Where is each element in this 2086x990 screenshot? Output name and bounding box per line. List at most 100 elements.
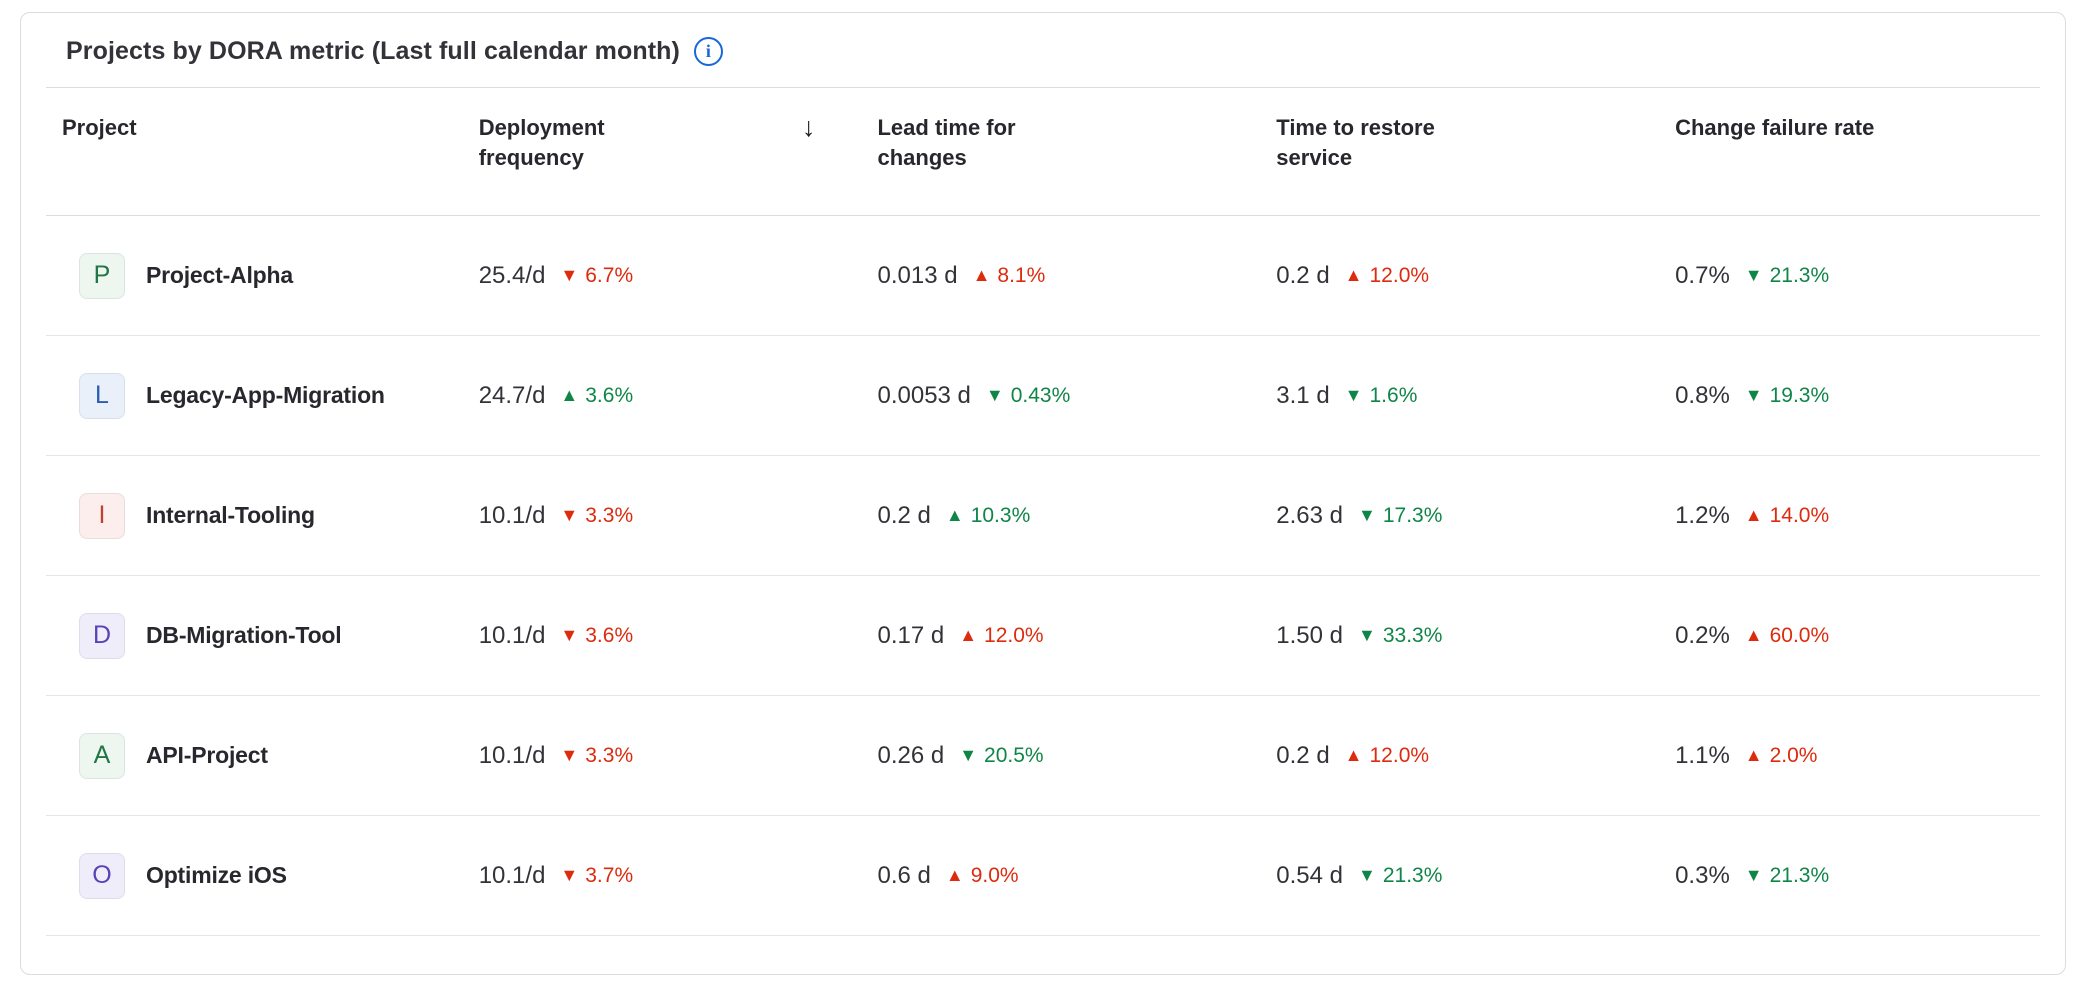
metric-value: 0.013 d (877, 261, 958, 289)
trend-badge: ▲ 3.6% (560, 384, 633, 408)
metric-value: 3.1 d (1276, 381, 1330, 409)
column-header-label: Deployment frequency (478, 115, 605, 170)
column-header-label: Change failure rate (1675, 115, 1875, 140)
project-link[interactable]: A API-Project (46, 732, 479, 779)
trend-delta: 20.5% (984, 743, 1044, 767)
trend-down-icon: ▼ (1358, 624, 1376, 645)
trend-delta: 0.43% (1010, 383, 1071, 407)
trend-down-icon: ▼ (959, 744, 978, 765)
trend-up-icon: ▲ (1344, 264, 1363, 285)
time-to-restore-cell: 2.63 d ▼ 17.3% (1276, 502, 1675, 530)
project-avatar: O (79, 852, 125, 899)
trend-badge: ▼ 33.3% (1358, 624, 1442, 648)
time-to-restore-cell: 3.1 d ▼ 1.6% (1276, 382, 1675, 410)
project-avatar: P (79, 252, 125, 299)
lead-time-cell: 0.17 d ▲ 12.0% (877, 622, 1276, 650)
trend-delta: 3.6% (585, 623, 634, 647)
column-header-project[interactable]: Project (46, 88, 479, 215)
project-avatar: L (79, 372, 125, 419)
metric-value: 10.1/d (478, 501, 546, 529)
trend-delta: 12.0% (1369, 743, 1430, 767)
trend-delta: 2.0% (1769, 743, 1818, 767)
deployment-frequency-cell: 10.1/d ▼ 3.6% (479, 622, 878, 650)
trend-delta: 9.0% (970, 863, 1019, 887)
metric-value: 24.7/d (478, 381, 546, 409)
trend-badge: ▼ 1.6% (1345, 384, 1418, 408)
trend-badge: ▼ 21.3% (1358, 864, 1442, 888)
trend-delta: 3.3% (585, 503, 634, 527)
table-row: A API-Project 10.1/d ▼ 3.3% 0.26 d ▼ 20.… (46, 696, 2040, 816)
trend-down-icon: ▼ (560, 504, 579, 525)
change-failure-rate-cell: 0.7% ▼ 21.3% (1675, 262, 2040, 290)
metric-value: 0.2 d (1276, 741, 1330, 769)
trend-up-icon: ▲ (972, 264, 991, 285)
trend-up-icon: ▲ (1744, 624, 1763, 645)
trend-badge: ▼ 6.7% (560, 264, 633, 288)
metric-value: 0.2 d (1276, 261, 1330, 289)
column-header-time-to-restore[interactable]: Time to restore service (1276, 88, 1675, 215)
trend-up-icon: ▲ (945, 864, 964, 885)
project-avatar: A (79, 732, 125, 779)
trend-badge: ▼ 0.43% (986, 384, 1070, 408)
project-link[interactable]: I Internal-Tooling (46, 492, 479, 539)
trend-up-icon: ▲ (1744, 504, 1763, 525)
dora-metrics-table: Project Deployment frequency ↓ Lead time… (46, 87, 2040, 936)
project-name: API-Project (146, 742, 268, 768)
trend-badge: ▲ 12.0% (959, 624, 1043, 648)
metric-value: 25.4/d (478, 261, 546, 289)
trend-badge: ▲ 14.0% (1745, 504, 1829, 528)
metric-value: 0.8% (1675, 381, 1730, 409)
trend-delta: 33.3% (1382, 623, 1443, 647)
time-to-restore-cell: 1.50 d ▼ 33.3% (1276, 622, 1675, 650)
column-header-change-failure-rate[interactable]: Change failure rate (1675, 88, 2040, 215)
project-link[interactable]: O Optimize iOS (46, 852, 479, 899)
metric-value: 1.2% (1675, 501, 1730, 529)
metric-value: 10.1/d (478, 621, 546, 649)
project-link[interactable]: D DB-Migration-Tool (46, 612, 479, 659)
trend-down-icon: ▼ (560, 744, 579, 765)
trend-down-icon: ▼ (1744, 264, 1763, 285)
trend-badge: ▼ 17.3% (1358, 504, 1442, 528)
deployment-frequency-cell: 10.1/d ▼ 3.3% (479, 742, 878, 770)
trend-down-icon: ▼ (1358, 864, 1376, 885)
change-failure-rate-cell: 1.2% ▲ 14.0% (1675, 502, 2040, 530)
change-failure-rate-cell: 1.1% ▲ 2.0% (1675, 742, 2040, 770)
trend-badge: ▲ 8.1% (973, 264, 1046, 288)
deployment-frequency-cell: 24.7/d ▲ 3.6% (479, 382, 878, 410)
project-link[interactable]: L Legacy-App-Migration (46, 372, 479, 419)
trend-delta: 14.0% (1769, 503, 1830, 527)
column-header-lead-time[interactable]: Lead time for changes (877, 88, 1276, 215)
trend-up-icon: ▲ (1744, 744, 1763, 765)
project-link[interactable]: P Project-Alpha (46, 252, 479, 299)
trend-delta: 21.3% (1382, 863, 1443, 887)
sort-descending-icon[interactable]: ↓ (801, 112, 816, 142)
trend-badge: ▼ 3.6% (560, 624, 633, 648)
trend-down-icon: ▼ (1744, 864, 1763, 885)
project-name: DB-Migration-Tool (146, 622, 342, 648)
panel-header: Projects by DORA metric (Last full calen… (46, 13, 2040, 87)
table-row: I Internal-Tooling 10.1/d ▼ 3.3% 0.2 d ▲… (46, 456, 2040, 576)
trend-badge: ▼ 3.3% (560, 504, 633, 528)
trend-delta: 3.3% (585, 743, 634, 767)
trend-delta: 19.3% (1769, 383, 1830, 407)
trend-down-icon: ▼ (985, 384, 1004, 405)
trend-delta: 21.3% (1769, 863, 1830, 887)
metric-value: 0.26 d (877, 741, 945, 769)
metric-value: 0.3% (1675, 861, 1730, 889)
trend-up-icon: ▲ (945, 504, 964, 525)
metric-value: 0.0053 d (877, 381, 971, 409)
column-header-deployment-frequency[interactable]: Deployment frequency ↓ (479, 88, 878, 215)
metric-value: 0.17 d (877, 621, 945, 649)
trend-up-icon: ▲ (1344, 744, 1363, 765)
metric-value: 1.1% (1675, 741, 1730, 769)
info-icon[interactable]: i (693, 37, 723, 66)
trend-delta: 1.6% (1369, 383, 1418, 407)
trend-up-icon: ▲ (959, 624, 978, 645)
deployment-frequency-cell: 25.4/d ▼ 6.7% (479, 262, 878, 290)
trend-badge: ▼ 20.5% (959, 744, 1043, 768)
project-name: Internal-Tooling (146, 502, 315, 528)
trend-delta: 12.0% (1369, 263, 1430, 287)
column-header-label: Project (62, 115, 137, 140)
trend-down-icon: ▼ (1358, 504, 1376, 525)
trend-badge: ▲ 2.0% (1745, 744, 1818, 768)
